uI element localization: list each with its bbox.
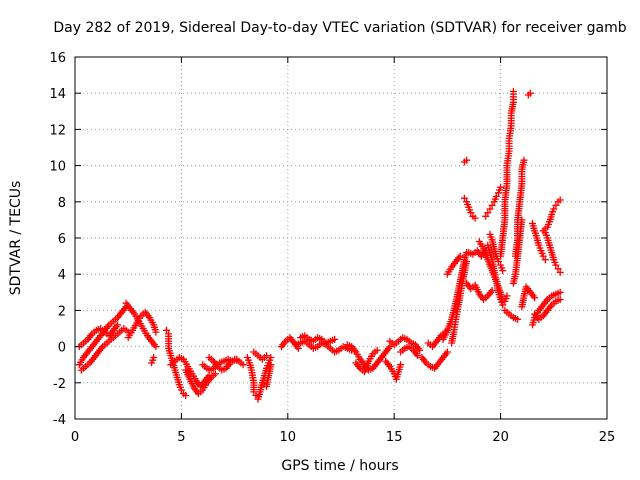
data-point — [463, 156, 471, 164]
y-tick-label: 4 — [58, 268, 66, 283]
data-point — [250, 388, 258, 396]
data-point — [552, 201, 560, 209]
data-point — [163, 326, 170, 334]
y-tick-label: 14 — [49, 87, 66, 102]
data-point — [373, 346, 381, 354]
data-point — [182, 392, 190, 399]
data-point — [460, 194, 468, 202]
x-axis-title: GPS time / hours — [281, 458, 398, 474]
data-point — [456, 252, 464, 260]
axis-ticks: 0 5 10 15 20 25 -4 -2 0 2 4 6 8 10 12 14 16 — [49, 51, 615, 445]
data-point — [514, 315, 522, 323]
data-point — [497, 183, 505, 191]
data-point — [239, 361, 247, 369]
x-tick-label: 10 — [280, 430, 297, 445]
y-tick-label: 2 — [58, 304, 66, 319]
data-point — [531, 294, 539, 302]
data-point — [467, 209, 475, 217]
data-point — [484, 209, 492, 217]
data-point — [114, 321, 122, 329]
data-point — [552, 261, 560, 269]
data-point — [520, 156, 528, 164]
data-point — [556, 288, 564, 296]
data-point — [416, 346, 424, 354]
data-point — [550, 205, 558, 213]
data-point — [499, 297, 507, 305]
x-tick-label: 5 — [177, 430, 185, 445]
data-point — [150, 354, 158, 361]
data-point — [518, 216, 526, 224]
x-tick-label: 15 — [386, 430, 403, 445]
y-tick-label: 6 — [58, 232, 66, 247]
y-tick-label: 0 — [58, 341, 66, 356]
data-points — [75, 87, 564, 403]
data-point — [331, 335, 339, 343]
data-point — [488, 201, 496, 209]
data-point — [526, 89, 534, 97]
data-point — [267, 354, 275, 361]
data-point — [211, 370, 219, 378]
grid-lines — [75, 57, 607, 419]
data-point — [482, 212, 490, 220]
x-tick-label: 0 — [71, 430, 79, 445]
data-point — [177, 386, 185, 394]
data-point — [488, 287, 496, 294]
data-point — [263, 352, 270, 360]
data-point — [443, 348, 451, 356]
data-point — [541, 256, 549, 264]
chart-title: Day 282 of 2019, Sidereal Day-to-day VTE… — [53, 20, 626, 36]
y-tick-label: 8 — [58, 196, 66, 211]
data-point — [414, 352, 422, 360]
data-point — [509, 87, 517, 95]
x-tick-label: 20 — [492, 430, 509, 445]
data-point — [495, 258, 502, 265]
data-point — [556, 296, 564, 303]
data-point — [463, 258, 471, 265]
data-point — [499, 267, 507, 275]
data-point — [556, 196, 564, 204]
data-point — [539, 252, 547, 260]
data-point — [267, 361, 275, 369]
data-point — [554, 265, 562, 273]
y-axis-title: SDTVAR / TECUs — [8, 181, 24, 296]
data-point — [486, 205, 494, 213]
y-tick-label: -2 — [53, 377, 66, 392]
data-point — [471, 214, 479, 222]
y-tick-label: -4 — [53, 413, 66, 428]
data-point — [397, 361, 405, 369]
data-point — [556, 268, 564, 276]
x-tick-label: 25 — [599, 430, 616, 445]
data-point — [492, 192, 500, 200]
data-point — [503, 292, 511, 300]
y-tick-label: 16 — [49, 51, 66, 66]
y-tick-label: 10 — [49, 160, 66, 175]
y-tick-label: 12 — [49, 123, 66, 138]
data-point — [152, 343, 160, 351]
data-point — [152, 328, 160, 336]
data-point — [233, 355, 241, 363]
